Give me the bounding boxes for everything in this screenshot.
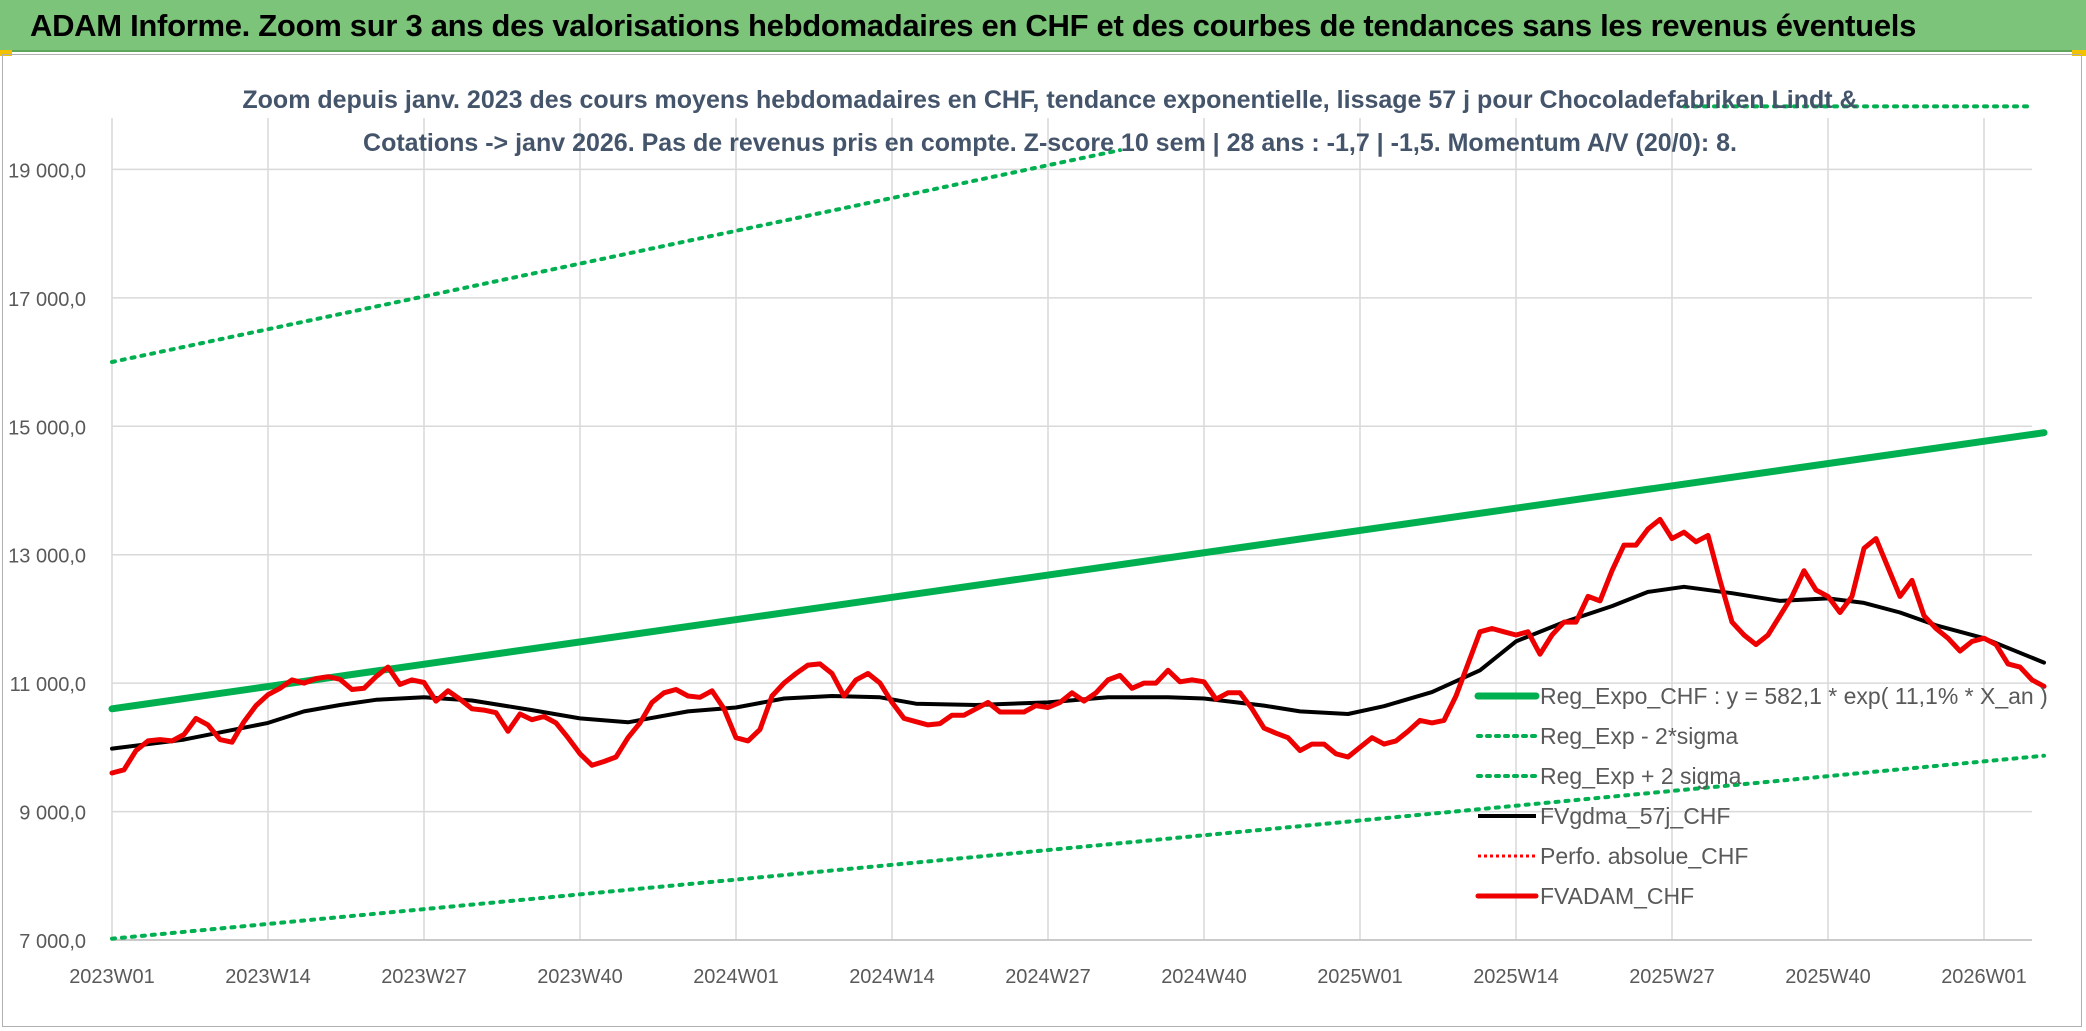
series-lines <box>108 104 2048 941</box>
x-tick-label: 2025W27 <box>1629 966 1715 988</box>
y-tick-label: 11 000,0 <box>10 674 86 696</box>
x-tick-label: 2023W40 <box>537 966 623 988</box>
legend-label-lower: Reg_Exp - 2*sigma <box>1540 723 1738 749</box>
x-tick-label: 2023W27 <box>381 966 467 988</box>
y-tick-label: 15 000,0 <box>8 417 86 439</box>
y-tick-label: 17 000,0 <box>8 289 86 311</box>
series-line-lower <box>110 753 2046 941</box>
legend-label-sma: FVgdma_57j_CHF <box>1540 803 1730 829</box>
series-line-upper <box>110 148 1122 364</box>
header-accent-right <box>2072 50 2086 56</box>
y-tick-label: 7 000,0 <box>19 931 86 953</box>
x-tick-label: 2024W40 <box>1161 966 1247 988</box>
legend-label-perfo: Perfo. absolue_CHF <box>1540 843 1748 869</box>
x-tick-label: 2024W01 <box>693 966 779 988</box>
report-title: ADAM Informe. Zoom sur 3 ans des valoris… <box>30 8 1917 43</box>
legend-label-upper: Reg_Exp + 2 sigma <box>1540 763 1742 789</box>
axes: 7 000,0 9 000,0 11 000,0 13 000,0 15 000,0 17… <box>8 160 2032 988</box>
x-tick-label: 2024W27 <box>1005 966 1091 988</box>
series-line-price <box>109 516 2047 776</box>
x-tick-label: 2025W40 <box>1785 966 1871 988</box>
chart-legend: Reg_Expo_CHF : y = 582,1 * exp( 11,1% * … <box>1474 683 2048 909</box>
x-tick-label: 2023W14 <box>225 966 311 988</box>
x-tick-label: 2025W01 <box>1317 966 1403 988</box>
y-tick-label: 19 000,0 <box>8 160 86 182</box>
legend-label-price: FVADAM_CHF <box>1540 883 1694 909</box>
header-accent-left <box>0 50 12 56</box>
x-tick-label: 2024W14 <box>849 966 935 988</box>
chart-title-line-2: Cotations -> janv 2026. Pas de revenus p… <box>363 129 1737 157</box>
x-tick-label: 2026W01 <box>1941 966 2027 988</box>
x-tick-label: 2025W14 <box>1473 966 1559 988</box>
x-tick-label: 2023W01 <box>69 966 155 988</box>
series-line-reg <box>108 429 2048 713</box>
y-tick-label: 13 000,0 <box>8 546 86 568</box>
y-tick-label: 9 000,0 <box>19 803 86 825</box>
legend-label-reg: Reg_Expo_CHF : y = 582,1 * exp( 11,1% * … <box>1540 683 2048 709</box>
report-header-bar: ADAM Informe. Zoom sur 3 ans des valoris… <box>0 0 2086 52</box>
grid-lines <box>111 118 2032 941</box>
chart-title-line-1: Zoom depuis janv. 2023 des cours moyens … <box>242 86 1858 114</box>
